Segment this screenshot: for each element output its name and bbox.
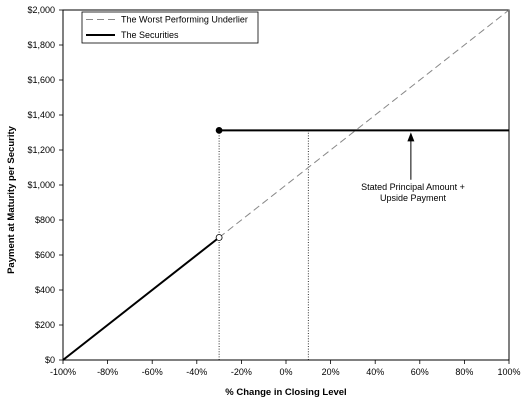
x-tick-label: 40% <box>366 367 384 377</box>
y-tick-label: $1,800 <box>27 40 55 50</box>
y-tick-label: $400 <box>35 285 55 295</box>
y-tick-label: $1,600 <box>27 75 55 85</box>
x-tick-label: 60% <box>411 367 429 377</box>
y-tick-label: $1,400 <box>27 110 55 120</box>
marker-filled <box>215 126 223 134</box>
annotation-line-1: Stated Principal Amount + <box>361 182 465 192</box>
legend: The Worst Performing Underlier The Secur… <box>81 11 259 44</box>
annotation-line-2: Upside Payment <box>380 193 447 203</box>
x-tick-label: -80% <box>97 367 118 377</box>
legend-label-worst-performing: The Worst Performing Underlier <box>121 15 248 25</box>
y-tick-label: $0 <box>45 355 55 365</box>
y-tick-label: $800 <box>35 215 55 225</box>
x-tick-label: -100% <box>50 367 76 377</box>
y-tick-label: $1,000 <box>27 180 55 190</box>
ticks-layer: -100% -80% -60% -40% -20% 0% 20% 40% 60% 80% 100% $… <box>27 5 520 377</box>
annotation-arrow-head <box>407 132 415 142</box>
y-tick-label: $1,200 <box>27 145 55 155</box>
y-tick-label: $200 <box>35 320 55 330</box>
x-tick-label: 20% <box>322 367 340 377</box>
x-tick-label: 80% <box>455 367 473 377</box>
x-axis-title: % Change in Closing Level <box>225 387 346 398</box>
series-line-worst-performing <box>218 9 510 238</box>
x-tick-label: -40% <box>186 367 207 377</box>
series-line-securities <box>62 236 220 361</box>
x-tick-label: -20% <box>231 367 252 377</box>
legend-box <box>81 11 259 44</box>
x-tick-label: 100% <box>497 367 520 377</box>
y-tick-label: $600 <box>35 250 55 260</box>
legend-label-securities: The Securities <box>121 30 179 40</box>
y-axis-title: Payment at Maturity per Security <box>6 125 17 274</box>
y-tick-label: $2,000 <box>27 5 55 15</box>
marker-hollow <box>215 234 223 241</box>
x-tick-label: -60% <box>142 367 163 377</box>
series-layer <box>62 9 510 361</box>
x-tick-label: 0% <box>279 367 292 377</box>
